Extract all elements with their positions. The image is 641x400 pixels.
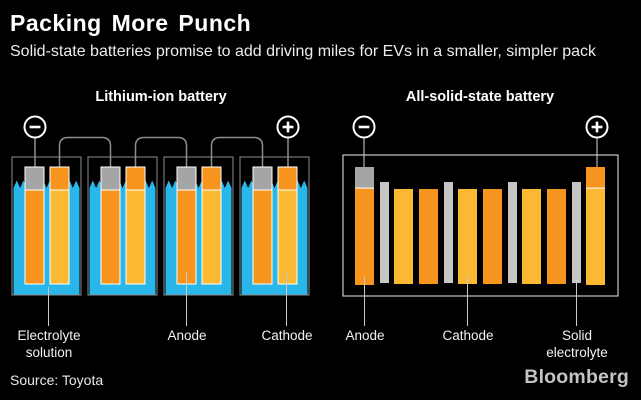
label-solid-electrolyte: Solid electrolyte (546, 328, 608, 360)
electrolyte-liquid (89, 180, 156, 295)
battery-cell (11, 156, 82, 296)
cathode-bar (458, 189, 477, 284)
anode-terminal-cap (252, 166, 273, 191)
cathode-bar (277, 189, 298, 285)
anode-terminal-cap (24, 166, 45, 191)
label-cathode-left: Cathode (261, 328, 313, 343)
cathode-bar (49, 189, 70, 285)
connector-wire (58, 136, 112, 169)
callout-line-anode-right (364, 277, 365, 326)
anode-bar (419, 189, 438, 284)
connector-wire (134, 136, 188, 169)
callout-line-electrolyte-solution (48, 287, 49, 326)
cathode-terminal-cap (201, 166, 222, 191)
page-title: Packing More Punch (10, 10, 252, 36)
electrolyte-liquid (241, 180, 308, 295)
label-anode-right: Anode (345, 328, 385, 343)
battery-case (342, 154, 619, 297)
cathode-bar (125, 189, 146, 285)
anode-bar (547, 189, 566, 284)
solid-electrolyte-bar (572, 182, 581, 283)
source-text: Source: Toyota (10, 372, 104, 388)
anode-bar (252, 189, 273, 285)
cathode-bar (394, 189, 413, 284)
cell-frame (163, 156, 234, 296)
anode-bar (100, 189, 121, 285)
electrolyte-liquid (13, 180, 80, 295)
anode-bar (176, 189, 197, 285)
solid-state-diagram (320, 112, 641, 303)
cathode-terminal-cap (125, 166, 146, 191)
connector-wire (210, 136, 264, 169)
cell-frame (11, 156, 82, 296)
cathode-bar (522, 189, 541, 284)
cathode-terminal-bar (586, 167, 605, 285)
callout-line-cathode-left (286, 272, 287, 326)
anode-bar (483, 189, 502, 284)
anode-terminal-cap (100, 166, 121, 191)
anode-terminal-cap (176, 166, 197, 191)
battery-cell (239, 156, 310, 296)
anode-bar (24, 189, 45, 285)
solid-electrolyte-bar (508, 182, 517, 283)
plus-terminal-icon (585, 115, 609, 168)
callout-line-anode-left (186, 272, 187, 326)
cell-frame (87, 156, 158, 296)
cathode-terminal-cap (49, 166, 70, 191)
anode-terminal-bar (355, 167, 374, 285)
callout-line-solid-electrolyte (576, 277, 577, 326)
label-cathode-right: Cathode (442, 328, 494, 343)
left-battery-heading: Lithium-ion battery (95, 89, 227, 105)
callout-line-cathode-right (467, 277, 468, 326)
electrolyte-liquid (165, 180, 232, 295)
lithium-ion-diagram (0, 112, 320, 303)
solid-electrolyte-bar (444, 182, 453, 283)
battery-cell (87, 156, 158, 296)
battery-cell (163, 156, 234, 296)
plus-terminal-icon (276, 115, 300, 169)
cell-frame (239, 156, 310, 296)
label-anode-left: Anode (167, 328, 207, 343)
minus-terminal-icon (352, 115, 376, 168)
cathode-terminal-cap (277, 166, 298, 191)
page-subtitle: Solid-state batteries promise to add dri… (10, 43, 597, 60)
label-electrolyte-solution: Electrolyte solution (17, 328, 81, 360)
solid-electrolyte-bar (380, 182, 389, 283)
minus-terminal-icon (23, 115, 47, 169)
connector-wires (58, 136, 264, 169)
right-battery-heading: All-solid-state battery (405, 89, 555, 105)
bloomberg-logo: Bloomberg (524, 366, 629, 388)
cathode-bar (201, 189, 222, 285)
